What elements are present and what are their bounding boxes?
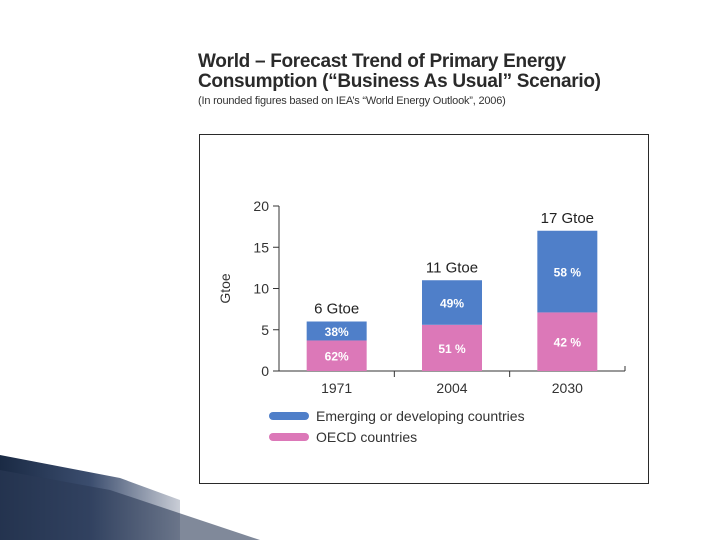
title-block: World – Forecast Trend of Primary Energy… [198, 51, 658, 108]
wedge-shadow-shape [0, 470, 260, 540]
chart-legend: Emerging or developing countries OECD cou… [269, 408, 525, 445]
bar-segment-emerging [306, 321, 367, 341]
bar-segment-oecd [306, 340, 367, 371]
bar-segment-emerging [422, 280, 482, 325]
chart-frame: 0 5 10 15 20 Gtoe 1971 2004 2030 62% 38% 6 Gtoe 51 … [199, 134, 649, 484]
energy-chart: 0 5 10 15 20 Gtoe 1971 2004 2030 62% 38% 6 Gtoe 51 … [217, 198, 626, 445]
bar-percent-label: 42 % [554, 336, 582, 350]
y-axis-label: Gtoe [217, 273, 233, 304]
x-tick-label: 1971 [321, 380, 352, 396]
legend-label-oecd: OECD countries [316, 429, 417, 445]
bar-segment-oecd [537, 312, 598, 371]
legend-swatch-oecd [269, 433, 309, 441]
bar-total-label: 6 Gtoe [314, 301, 359, 318]
y-tick-label: 5 [261, 322, 269, 338]
bar-total-label: 17 Gtoe [541, 210, 594, 227]
bar-segment-emerging [537, 230, 598, 313]
bar-percent-label: 58 % [554, 266, 582, 280]
y-tick-label: 15 [253, 239, 269, 255]
slide-title-line-1: World – Forecast Trend of Primary Energy [198, 51, 566, 72]
y-tick-label: 10 [253, 281, 269, 297]
y-tick-label: 20 [253, 198, 269, 214]
y-tick-label: 0 [261, 363, 269, 379]
bar-percent-label: 51 % [438, 342, 466, 356]
legend-swatch-emerging [269, 412, 309, 420]
slide-subtitle: (In rounded figures based on IEA’s “Worl… [198, 95, 506, 107]
bar-percent-label: 49% [440, 297, 464, 311]
bar-percent-label: 38% [325, 325, 349, 339]
bar-segment-oecd [422, 324, 482, 371]
bar-total-label: 11 Gtoe [426, 259, 478, 276]
x-tick-label: 2004 [436, 380, 467, 396]
chart-bars: 62% 38% 6 Gtoe 51 % 49% 11 Gtoe 42 % 58 % 17 Gto… [306, 210, 598, 371]
slide-title-line-2: Consumption (“Business As Usual” Scenari… [198, 71, 601, 92]
bar-percent-label: 62% [325, 350, 349, 364]
x-tick-label: 2030 [552, 380, 583, 396]
legend-label-emerging: Emerging or developing countries [316, 408, 525, 424]
